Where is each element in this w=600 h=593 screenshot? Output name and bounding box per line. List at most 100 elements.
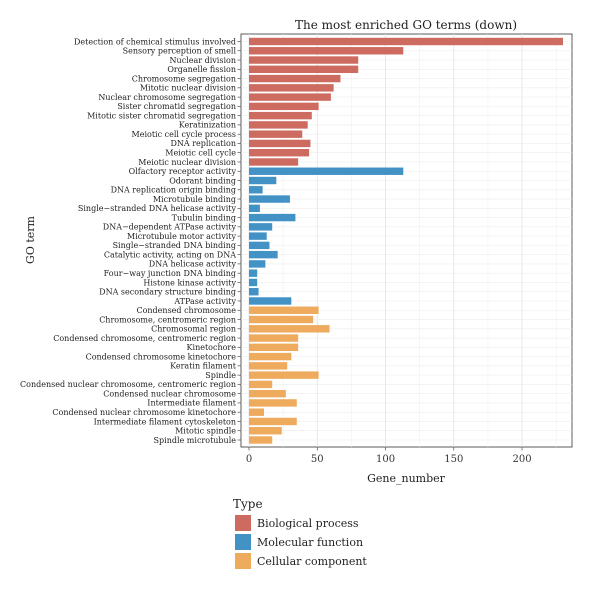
bar — [249, 297, 292, 305]
category-label: Sister chromatid segregation — [117, 102, 236, 111]
category-label: Mitotic nuclear division — [140, 84, 236, 93]
category-label: Odorant binding — [169, 176, 236, 185]
bar — [249, 102, 319, 111]
bar — [249, 176, 277, 185]
x-tick-label: 100 — [376, 454, 395, 465]
category-label: Chromosome, centromeric region — [99, 315, 236, 324]
bar — [249, 269, 258, 277]
category-label: Four−way junction DNA binding — [104, 269, 236, 278]
category-label: Condensed nuclear chromosome, centromeri… — [20, 380, 236, 389]
bar — [249, 37, 563, 46]
category-label: Histone kinase activity — [143, 278, 236, 287]
chart-title: The most enriched GO terms (down) — [295, 18, 517, 32]
category-label: Meiotic cell cycle — [165, 149, 236, 158]
category-label: Catalytic activity, acting on DNA — [104, 250, 236, 259]
category-label: Intermediate filament cytoskeleton — [94, 417, 236, 426]
category-label: Spindle — [205, 371, 236, 380]
category-label: Detection of chemical stimulus involved — [74, 37, 236, 46]
bar — [249, 260, 266, 268]
category-label: Meiotic nuclear division — [138, 158, 236, 167]
category-label: Mitotic sister chromatid segregation — [87, 111, 236, 120]
category-label: Microtubule motor activity — [127, 232, 236, 241]
category-label: DNA helicase activity — [149, 260, 237, 269]
bar — [249, 65, 359, 74]
bar — [249, 408, 265, 416]
legend-label: Biological process — [257, 517, 359, 530]
category-label: Condensed chromosome kinetochore — [86, 352, 237, 361]
category-label: Olfactory receptor activity — [129, 167, 237, 176]
category-label: Keratinization — [179, 121, 236, 130]
x-axis-ticks: 0 50 100 150 200 — [246, 447, 532, 465]
bar — [249, 139, 311, 148]
y-axis-title: GO term — [24, 215, 37, 263]
category-label: Condensed chromosome, centromeric region — [53, 334, 236, 343]
bar — [249, 371, 319, 379]
bar — [249, 93, 331, 101]
bar — [249, 158, 299, 166]
category-label: Chromosomal region — [151, 325, 236, 334]
category-label: Condensed nuclear chromosome — [103, 389, 236, 398]
bar — [249, 149, 310, 157]
category-label: Nuclear division — [170, 56, 236, 65]
bar — [249, 195, 290, 203]
bar — [249, 167, 404, 175]
category-label: Intermediate filament — [147, 399, 236, 408]
category-label: Meiotic cell cycle process — [132, 130, 236, 139]
category-label: DNA secondary structure binding — [99, 288, 236, 297]
bar — [249, 278, 258, 287]
bar — [249, 436, 273, 444]
legend-swatch — [235, 515, 251, 531]
bar — [249, 232, 267, 240]
bar — [249, 213, 296, 222]
bar — [249, 241, 270, 250]
category-label: ATPase activity — [173, 297, 236, 306]
category-label: DNA replication — [170, 139, 236, 148]
bar — [249, 130, 303, 138]
x-tick-label: 0 — [246, 454, 252, 465]
bar — [249, 111, 312, 120]
category-label: Single−stranded DNA binding — [113, 241, 236, 250]
bar — [249, 417, 297, 426]
category-label: Organelle fission — [167, 65, 236, 74]
category-label: Mitotic spindle — [175, 427, 236, 436]
bar — [249, 362, 288, 370]
category-label: Spindle microtubule — [154, 436, 237, 445]
bar — [249, 223, 273, 231]
bar — [249, 325, 330, 333]
bar — [249, 121, 308, 129]
bar — [249, 288, 259, 296]
bar — [249, 399, 297, 407]
category-label: Kinetochore — [187, 343, 237, 352]
category-label: Microtubule binding — [153, 195, 236, 204]
bar — [249, 380, 273, 389]
x-axis-title: Gene_number — [367, 472, 446, 485]
bars — [249, 37, 563, 444]
category-labels: Detection of chemical stimulus involvedS… — [20, 37, 241, 445]
category-label: Sensory perception of smell — [123, 47, 237, 56]
category-label: Tubulin binding — [172, 213, 236, 222]
legend-swatch — [235, 534, 251, 550]
bar — [249, 250, 278, 259]
bar — [249, 84, 334, 92]
bar — [249, 306, 319, 314]
category-label: Condensed nuclear chromosome kinetochore — [52, 408, 236, 417]
legend-title: Type — [233, 497, 263, 511]
legend-label: Cellular component — [257, 555, 367, 568]
bar — [249, 47, 404, 55]
bar — [249, 343, 299, 352]
bar — [249, 352, 292, 361]
bar — [249, 186, 263, 194]
category-label: DNA−dependent ATPase activity — [103, 223, 237, 232]
bar — [249, 389, 286, 398]
bar — [249, 74, 341, 83]
bar — [249, 315, 314, 324]
bar — [249, 334, 299, 342]
category-label: DNA replication origin binding — [111, 186, 236, 195]
legend-label: Molecular function — [257, 536, 363, 549]
legend: Type Biological process Molecular functio… — [233, 497, 367, 569]
legend-swatch — [235, 553, 251, 569]
bar — [249, 56, 359, 64]
bar — [249, 204, 260, 213]
